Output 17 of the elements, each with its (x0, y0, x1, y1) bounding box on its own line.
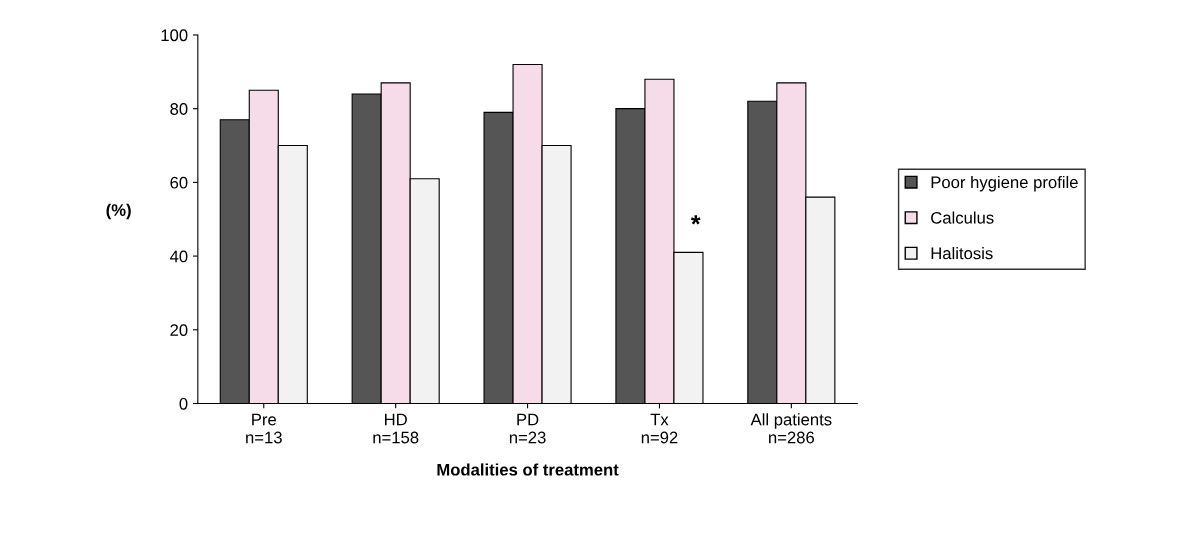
y-tick-label: 80 (170, 103, 188, 115)
legend-label: Halitosis (931, 247, 993, 260)
y-tick-label: 60 (170, 176, 188, 189)
x-tick-label: HD n=158 (373, 413, 419, 444)
annotation: * (690, 215, 701, 225)
x-tick-label: PD n=23 (509, 413, 546, 444)
x-tick-label: All patients n=286 (750, 413, 832, 444)
y-tick-label: 0 (179, 397, 188, 410)
x-tick-label: Tx n=92 (641, 413, 678, 444)
x-axis-title: Modalities of treatment (437, 463, 619, 476)
legend-label: Calculus (931, 211, 994, 224)
x-tick-label: Pre n=13 (246, 413, 282, 444)
y-tick-label: 100 (161, 29, 188, 42)
legend-label: Poor hygiene profile (931, 175, 1078, 192)
y-axis-title: (%) (106, 203, 131, 220)
y-tick-label: 40 (169, 250, 188, 263)
y-tick-label: 20 (170, 324, 188, 336)
